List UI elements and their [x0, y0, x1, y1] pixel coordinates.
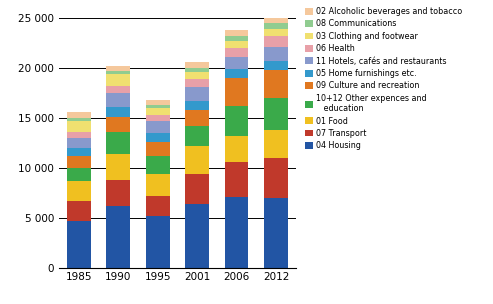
Bar [185, 79, 209, 87]
Bar [106, 117, 130, 132]
Bar [146, 121, 170, 133]
Bar [225, 136, 248, 162]
Bar [146, 115, 170, 121]
Bar [106, 86, 130, 93]
Bar [106, 132, 130, 154]
Bar [264, 130, 288, 158]
Bar [185, 110, 209, 126]
Legend: 02 Alcoholic beverages and tobacco, 08 Communications, 03 Clothing and footwear,: 02 Alcoholic beverages and tobacco, 08 C… [305, 7, 462, 150]
Bar [67, 121, 91, 132]
Bar [67, 148, 91, 156]
Bar [225, 69, 248, 78]
Bar [67, 118, 91, 121]
Bar [225, 162, 248, 197]
Bar [146, 216, 170, 268]
Bar [185, 174, 209, 204]
Bar [146, 108, 170, 115]
Bar [264, 47, 288, 61]
Bar [225, 41, 248, 48]
Bar [146, 142, 170, 156]
Bar [264, 23, 288, 29]
Bar [67, 132, 91, 138]
Bar [146, 105, 170, 108]
Bar [264, 158, 288, 198]
Bar [106, 93, 130, 107]
Bar [67, 112, 91, 118]
Bar [106, 180, 130, 206]
Bar [264, 198, 288, 268]
Bar [146, 156, 170, 174]
Bar [185, 62, 209, 68]
Bar [146, 174, 170, 196]
Bar [225, 78, 248, 106]
Bar [185, 87, 209, 101]
Bar [225, 30, 248, 36]
Bar [67, 201, 91, 221]
Bar [225, 36, 248, 41]
Bar [146, 100, 170, 105]
Bar [106, 66, 130, 71]
Bar [106, 107, 130, 117]
Bar [67, 138, 91, 148]
Bar [225, 197, 248, 268]
Bar [264, 98, 288, 130]
Bar [146, 133, 170, 142]
Bar [106, 154, 130, 180]
Bar [67, 181, 91, 201]
Bar [146, 196, 170, 216]
Bar [185, 146, 209, 174]
Bar [264, 17, 288, 23]
Bar [106, 206, 130, 268]
Bar [67, 168, 91, 181]
Bar [67, 156, 91, 168]
Bar [106, 74, 130, 86]
Bar [225, 48, 248, 57]
Bar [264, 36, 288, 47]
Bar [264, 61, 288, 70]
Bar [185, 126, 209, 146]
Bar [225, 106, 248, 136]
Bar [264, 70, 288, 98]
Bar [185, 68, 209, 72]
Bar [106, 71, 130, 74]
Bar [185, 101, 209, 110]
Bar [67, 221, 91, 268]
Bar [185, 72, 209, 79]
Bar [185, 204, 209, 268]
Bar [225, 57, 248, 69]
Bar [264, 29, 288, 36]
